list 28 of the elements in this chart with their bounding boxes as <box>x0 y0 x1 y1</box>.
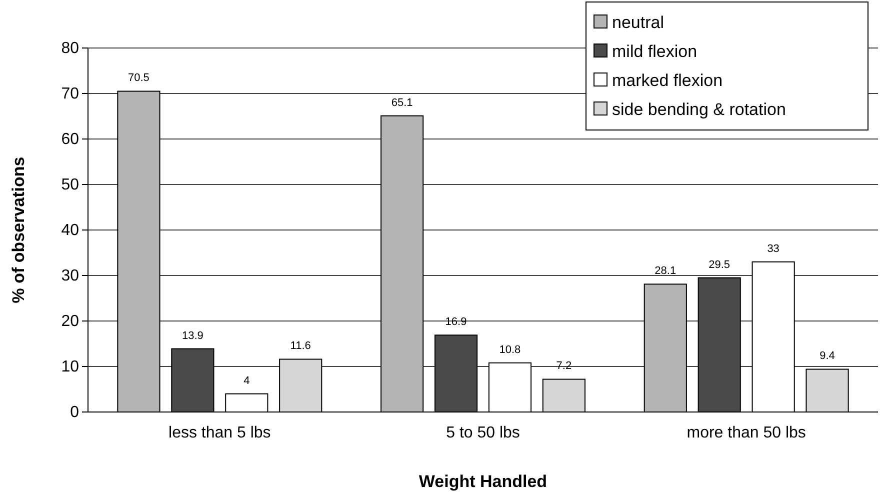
data-label: 70.5 <box>128 72 150 84</box>
data-label: 28.1 <box>654 265 676 278</box>
data-label: 10.8 <box>499 344 521 356</box>
data-label: 29.5 <box>708 258 730 271</box>
y-tick-label: 0 <box>70 404 80 422</box>
y-axis-title: % of observations <box>9 156 28 304</box>
y-tick-label: 80 <box>61 40 80 58</box>
legend-label: mild flexion <box>612 42 698 61</box>
legend-label: side bending & rotation <box>612 100 786 119</box>
legend-label: marked flexion <box>612 71 723 90</box>
legend-label: neutral <box>612 13 664 32</box>
y-tick-label: 60 <box>61 131 80 148</box>
data-label: 65.1 <box>391 96 413 109</box>
y-tick-label: 40 <box>61 222 80 240</box>
data-label: 13.9 <box>182 330 204 342</box>
y-tick-label: 30 <box>61 268 80 285</box>
y-tick-label: 50 <box>61 176 80 194</box>
y-tick-label: 20 <box>61 313 80 330</box>
data-label: 33 <box>767 242 780 255</box>
y-tick-label: 10 <box>61 358 80 376</box>
data-label: 9.4 <box>820 350 835 362</box>
x-axis-title: Weight Handled <box>418 472 548 491</box>
x-tick-label: more than 50 lbs <box>686 424 806 442</box>
x-tick-label: 5 to 50 lbs <box>446 424 520 442</box>
y-tick-label: 70 <box>61 86 80 103</box>
data-label: 4 <box>244 374 250 387</box>
data-label: 11.6 <box>290 340 311 352</box>
x-tick-label: less than 5 lbs <box>168 424 271 442</box>
